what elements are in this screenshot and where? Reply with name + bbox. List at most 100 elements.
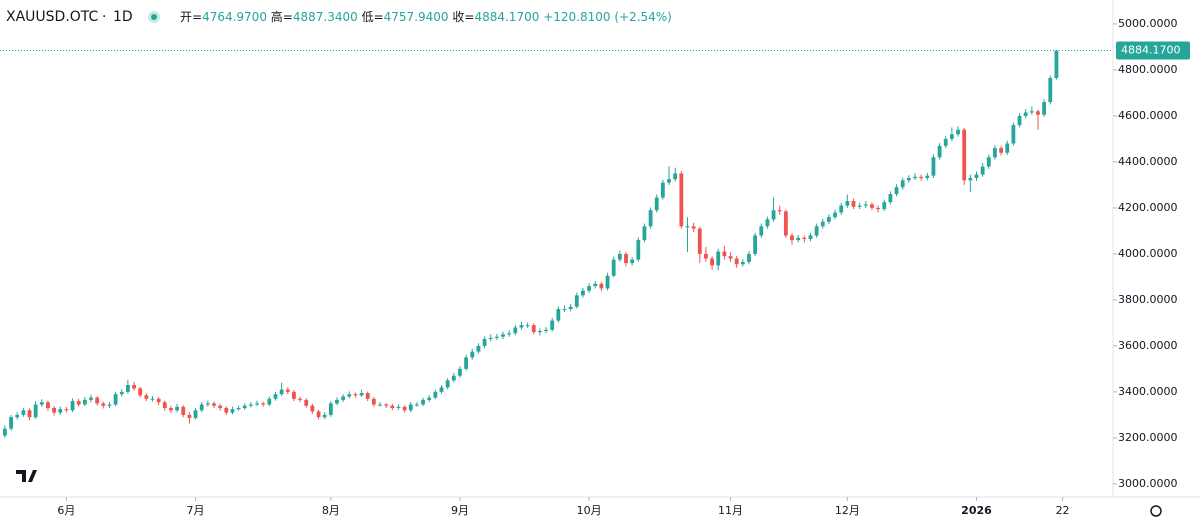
candle-body xyxy=(937,145,942,158)
candle-body xyxy=(697,228,702,254)
candle-body xyxy=(531,325,536,333)
candle-body xyxy=(599,283,604,289)
candle-body xyxy=(125,384,130,392)
candle-body xyxy=(999,148,1003,153)
candle-body xyxy=(482,338,487,346)
candle-body xyxy=(224,407,229,413)
candle-body xyxy=(298,398,302,400)
candle-body xyxy=(814,226,819,236)
y-tick-label: 4200.0000 xyxy=(1118,201,1178,214)
candle-body xyxy=(925,175,930,179)
candle-body xyxy=(427,397,432,400)
candle-body xyxy=(845,201,850,206)
candle-body xyxy=(212,403,216,406)
candle-body xyxy=(790,235,794,241)
candle-body xyxy=(402,406,407,411)
legend-value: 4764.9700 xyxy=(202,10,267,24)
candle-body xyxy=(144,395,149,399)
candle-body xyxy=(710,258,714,266)
candle-body xyxy=(876,207,881,210)
candle-body xyxy=(617,253,622,260)
candle-body xyxy=(255,403,259,405)
candle-body xyxy=(39,402,44,405)
candle-body xyxy=(894,187,899,195)
candle-body xyxy=(384,404,389,406)
candle-body xyxy=(445,380,450,388)
symbol: XAUUSD.OTC xyxy=(6,9,99,25)
candle-body xyxy=(52,407,57,413)
candle-body xyxy=(101,403,106,406)
candle-body xyxy=(335,399,339,404)
candle-body xyxy=(501,334,505,337)
candle-body xyxy=(900,180,905,188)
candle-body xyxy=(328,403,333,415)
candle-body xyxy=(396,406,401,408)
candle-body xyxy=(956,129,960,135)
candle-body xyxy=(279,389,284,395)
candle-body xyxy=(771,210,776,220)
settings-icon[interactable] xyxy=(1150,505,1162,517)
candle-body xyxy=(132,384,136,389)
candle-body xyxy=(371,398,376,405)
legend-value: 4887.3400 xyxy=(293,10,358,24)
candle-body xyxy=(107,404,112,406)
tv-logo xyxy=(12,463,40,489)
candle-body xyxy=(273,394,278,399)
plot-area xyxy=(0,49,1113,438)
candle-body xyxy=(70,401,75,411)
candle-body xyxy=(488,337,493,339)
candle-body xyxy=(3,428,7,436)
x-tick-label: 8月 xyxy=(322,504,340,517)
candle-body xyxy=(550,320,555,330)
candle-body xyxy=(833,212,837,218)
candle-body xyxy=(673,173,678,180)
y-tick-label: 4400.0000 xyxy=(1118,155,1178,168)
candle-body xyxy=(962,129,967,181)
candle-body xyxy=(507,333,512,335)
candle-body xyxy=(544,329,548,331)
candle-body xyxy=(304,399,309,406)
candle-body xyxy=(986,157,991,167)
candle-body xyxy=(390,405,395,408)
candle-body xyxy=(347,394,352,397)
candle-body xyxy=(199,404,204,411)
candle-body xyxy=(76,401,81,405)
candle-body xyxy=(759,226,764,236)
candle-body xyxy=(267,398,272,405)
gear[interactable] xyxy=(1150,505,1162,517)
candle-body xyxy=(1005,143,1010,153)
y-tick-label: 3800.0000 xyxy=(1118,293,1178,306)
candle-body xyxy=(913,176,917,179)
candle-body xyxy=(740,261,745,265)
x-tick-label: 11月 xyxy=(718,504,743,517)
candle-body xyxy=(21,410,26,415)
candle-body xyxy=(753,235,758,254)
legend-value: 4757.9400 xyxy=(384,10,449,24)
y-tick-label: 4600.0000 xyxy=(1118,109,1178,122)
candle-body xyxy=(525,325,530,327)
candle-body xyxy=(181,406,186,415)
candle-body xyxy=(89,397,93,400)
candle-body xyxy=(353,394,358,396)
candle-body xyxy=(808,235,813,239)
candle-body xyxy=(1036,111,1040,115)
x-tick-label: 7月 xyxy=(187,504,205,517)
candle-body xyxy=(187,414,192,418)
candle-body xyxy=(556,309,561,321)
candle-body xyxy=(95,397,100,404)
candle-body xyxy=(624,253,628,264)
candle-body xyxy=(906,178,911,181)
ohlc-legend: 开=4764.9700 高=4887.3400 低=4757.9400 收=48… xyxy=(180,9,672,24)
candle-body xyxy=(931,157,936,176)
candle-body xyxy=(777,210,782,212)
candle-body xyxy=(58,409,63,413)
candle-body xyxy=(827,217,831,222)
x-tick-label: 12月 xyxy=(835,504,860,517)
candle-body xyxy=(494,336,499,338)
candle-body xyxy=(667,179,671,183)
candle-body xyxy=(1054,50,1059,78)
candle-body xyxy=(175,406,180,411)
candle-body xyxy=(691,226,696,229)
candle-body xyxy=(82,399,87,405)
candle-body xyxy=(205,403,210,405)
